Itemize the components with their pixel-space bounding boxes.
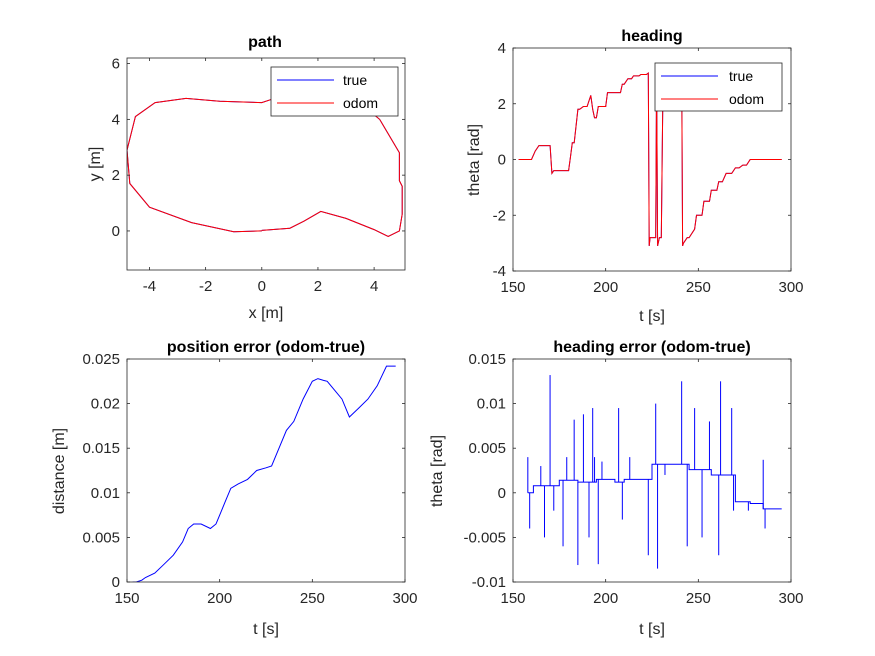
x-tick-label: 300 — [778, 279, 803, 296]
x-tick-label: 150 — [114, 590, 139, 607]
y-tick-label: 4 — [112, 111, 120, 128]
y-tick-label: -4 — [493, 263, 506, 280]
chart-path-xlabel: x [m] — [249, 305, 284, 322]
chart-position-error-title: position error (odom-true) — [167, 339, 365, 356]
chart-path-ylabel: y [m] — [87, 147, 104, 182]
chart-heading-plot-area — [518, 72, 782, 247]
chart-path-ticks: -4 -2 0 2 4 0 2 4 6 — [112, 56, 405, 295]
series-line-odom — [518, 72, 782, 247]
chart-heading-error: heading error (odom-true) 150 200 250 300 -0… — [429, 339, 804, 638]
y-tick-label: 0 — [498, 485, 506, 502]
y-tick-label: 0.005 — [468, 440, 506, 457]
chart-heading: heading 150 200 250 300 -4 -2 0 2 4 t [s] theta … — [466, 28, 804, 325]
chart-position-error-ticks: 150 200 250 300 0 0.005 0.01 0.015 0.02 0.025 — [82, 351, 417, 607]
chart-heading-ticks: 150 200 250 300 -4 -2 0 2 4 — [493, 40, 804, 296]
chart-position-error-ylabel: distance [m] — [51, 428, 68, 514]
chart-position-error: position error (odom-true) 150 200 250 300 0… — [51, 339, 418, 638]
chart-position-error-axes-box — [126, 358, 406, 583]
x-tick-label: 0 — [258, 278, 266, 295]
chart-path-title: path — [248, 34, 282, 51]
x-tick-label: 4 — [370, 278, 378, 295]
chart-heading-title: heading — [621, 28, 682, 45]
x-tick-label: 200 — [593, 590, 618, 607]
x-tick-label: 200 — [593, 279, 618, 296]
y-tick-label: 0 — [112, 574, 120, 591]
chart-heading-legend: true odom — [654, 62, 783, 112]
y-tick-label: 0 — [498, 152, 506, 169]
y-tick-label: 0.01 — [477, 396, 506, 413]
chart-heading-xlabel: t [s] — [639, 308, 665, 325]
x-tick-label: 150 — [500, 279, 525, 296]
chart-position-error-plot-area — [132, 365, 396, 582]
x-tick-label: 300 — [778, 590, 803, 607]
y-tick-label: 0.005 — [82, 529, 120, 546]
chart-path-axes-box — [126, 57, 406, 271]
chart-heading-error-ticks: 150 200 250 300 -0.01 -0.005 0 0.005 0.01 0.015 — [463, 351, 803, 607]
chart-heading-ylabel: theta [rad] — [466, 124, 483, 196]
y-tick-label: 0 — [112, 223, 120, 240]
x-tick-label: 250 — [686, 279, 711, 296]
y-tick-label: 0.015 — [82, 440, 120, 457]
chart-heading-error-xlabel: t [s] — [639, 621, 665, 638]
y-tick-label: 2 — [498, 96, 506, 113]
y-tick-label: 2 — [112, 167, 120, 184]
series-line-series-0 — [132, 365, 396, 582]
legend-label-odom: odom — [729, 91, 764, 107]
x-tick-label: 150 — [500, 590, 525, 607]
x-tick-label: -4 — [143, 278, 156, 295]
y-tick-label: 0.01 — [91, 485, 120, 502]
y-tick-label: 0.025 — [82, 351, 120, 368]
y-tick-label: 0.02 — [91, 396, 120, 413]
chart-heading-error-title: heading error (odom-true) — [553, 339, 750, 356]
x-tick-label: 300 — [392, 590, 417, 607]
legend-label-true: true — [343, 72, 367, 88]
x-tick-label: 200 — [207, 590, 232, 607]
y-tick-label: -0.01 — [472, 574, 506, 591]
x-tick-label: -2 — [199, 278, 212, 295]
series-line-series-0 — [527, 463, 782, 510]
y-tick-label: -2 — [493, 207, 506, 224]
y-tick-label: 6 — [112, 56, 120, 73]
legend-label-true: true — [729, 68, 753, 84]
x-tick-label: 250 — [686, 590, 711, 607]
chart-path: path -4 -2 0 2 4 0 2 4 6 x [m] y [m] true odom — [87, 34, 406, 322]
chart-heading-error-ylabel: theta [rad] — [429, 435, 446, 507]
legend-label-odom: odom — [343, 95, 378, 111]
chart-heading-error-axes-box — [512, 358, 792, 583]
x-tick-label: 2 — [314, 278, 322, 295]
x-tick-label: 250 — [300, 590, 325, 607]
chart-path-legend: true odom — [270, 66, 399, 117]
chart-heading-error-plot-area — [527, 375, 782, 569]
y-tick-label: 0.015 — [468, 351, 506, 368]
y-tick-label: 4 — [498, 40, 506, 57]
chart-position-error-xlabel: t [s] — [253, 621, 279, 638]
y-tick-label: -0.005 — [463, 529, 506, 546]
